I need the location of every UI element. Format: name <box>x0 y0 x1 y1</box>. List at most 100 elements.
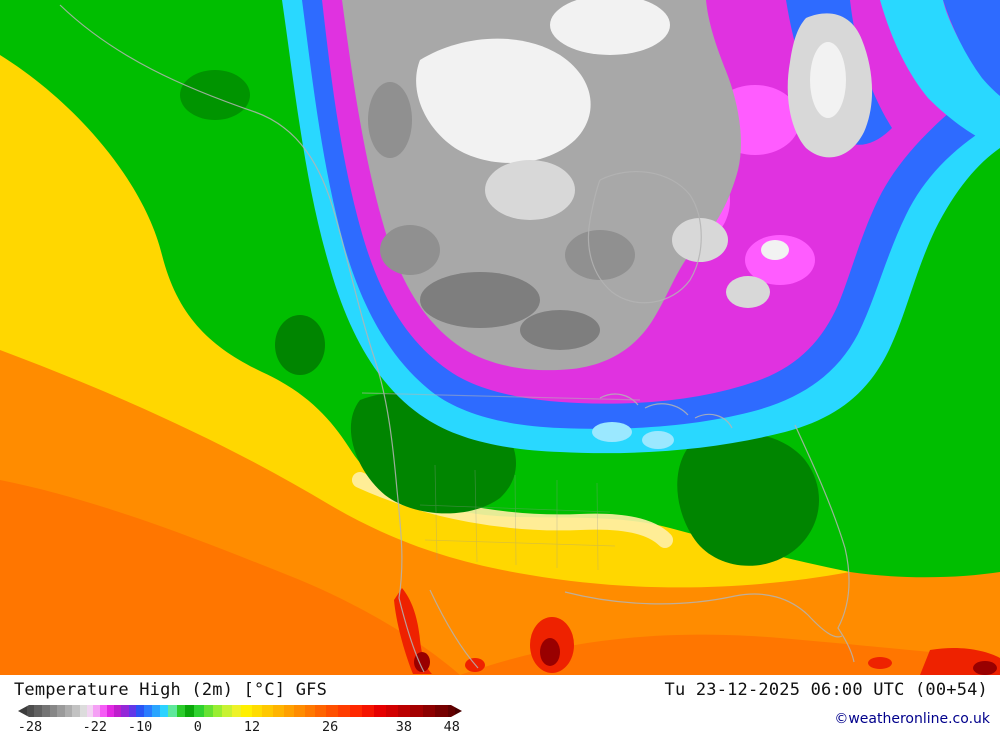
legend-segment <box>121 705 128 717</box>
legend-segment <box>160 705 168 717</box>
state-borders-horizontal <box>419 504 616 547</box>
legend-segment <box>435 705 447 717</box>
region-darkred-corner <box>973 661 997 675</box>
legend-bar <box>18 705 462 717</box>
legend-segment <box>185 705 194 717</box>
legend-segment <box>57 705 65 717</box>
legend-tick-label: 48 <box>443 719 460 735</box>
coastline-great-lakes <box>599 393 733 429</box>
legend-segment <box>27 705 35 717</box>
region-core-white-2 <box>550 0 670 55</box>
region-gray-island-3 <box>656 148 688 172</box>
region-red-baja <box>394 588 432 674</box>
region-dark-green-east-us <box>677 433 820 566</box>
legend-segment <box>362 705 374 717</box>
legend-segment <box>455 705 462 717</box>
region-deep-orange-southwest <box>0 480 460 675</box>
legend-segment <box>350 705 362 717</box>
legend-tick-label: -10 <box>127 719 153 735</box>
region-gray-island-1 <box>672 218 728 262</box>
region-core-mid-3 <box>565 230 635 280</box>
map-timestamp: Tu 23-12-2025 06:00 UTC (00+54) <box>664 680 988 700</box>
legend-segment <box>87 705 94 717</box>
legend-segment <box>129 705 136 717</box>
region-deep-orange-south <box>460 634 1000 675</box>
region-core-mid-1 <box>368 82 412 158</box>
coastline-west <box>59 4 425 673</box>
legend-segment <box>315 705 326 717</box>
region-core-dark-1 <box>420 272 540 328</box>
region-darkred-baja-tip <box>414 652 430 672</box>
legend-segment <box>18 705 27 717</box>
region-ne-cyan-band <box>880 0 1000 148</box>
legend-tick-label: -28 <box>17 719 43 735</box>
legend-segment <box>374 705 386 717</box>
coastlines <box>59 4 855 673</box>
region-dark-green-alaska <box>180 70 250 120</box>
legend-segment <box>168 705 176 717</box>
region-darkred-mexico-core <box>540 638 560 666</box>
region-ne-blue-corner <box>943 0 1000 96</box>
region-core-mid-2 <box>380 225 440 275</box>
legend-segment <box>50 705 58 717</box>
legend-segment <box>410 705 422 717</box>
legend-segment <box>144 705 152 717</box>
copyright-notice: ©weatheronline.co.uk <box>834 711 990 727</box>
region-core-light-1 <box>485 160 575 220</box>
legend-segment <box>262 705 273 717</box>
legend-tick-label: 12 <box>243 719 261 735</box>
region-lake-spot-2 <box>642 431 674 449</box>
legend-segment <box>398 705 410 717</box>
region-greenland-white-core <box>810 42 846 118</box>
state-borders <box>419 464 616 571</box>
legend-segment <box>338 705 350 717</box>
legend-segment <box>177 705 186 717</box>
legend-segment <box>93 705 100 717</box>
legend-segment <box>326 705 338 717</box>
region-core-dark-2 <box>520 310 600 350</box>
legend-tick-label: 0 <box>193 719 202 735</box>
legend-segment <box>136 705 144 717</box>
coastline-east <box>794 424 855 663</box>
legend-tick-label: -22 <box>82 719 107 735</box>
legend-segment <box>252 705 263 717</box>
region-core-white-1 <box>416 38 591 163</box>
legend-segment <box>222 705 231 717</box>
legend-segment <box>114 705 121 717</box>
legend-segment <box>305 705 316 717</box>
legend-segment <box>232 705 242 717</box>
coastline-hudson-bay <box>587 170 702 304</box>
legend-segment <box>152 705 160 717</box>
region-warm-cuba <box>761 643 829 655</box>
coastline-gulf-california <box>429 589 479 669</box>
legend-segment <box>241 705 251 717</box>
coastline-gulf-mexico <box>564 591 843 638</box>
legend-segment <box>448 705 455 717</box>
legend-ticks: -28 -22 -10 0 12 26 38 48 <box>17 719 462 735</box>
legend-segment <box>213 705 222 717</box>
map-footer: Temperature High (2m) [°C] GFS Tu 23-12-… <box>0 675 1000 735</box>
region-dark-green-bc-coast <box>275 315 325 375</box>
state-borders-vertical <box>434 464 599 571</box>
legend-segment <box>204 705 213 717</box>
legend-tick-label: 38 <box>395 719 412 735</box>
legend-segment <box>65 705 73 717</box>
region-red-spot-caribbean <box>868 657 892 669</box>
footer-text-row: Temperature High (2m) [°C] GFS Tu 23-12-… <box>0 675 1000 701</box>
legend-segment <box>284 705 295 717</box>
temperature-legend: -28 -22 -10 0 12 26 38 48 <box>17 705 462 735</box>
legend-segment <box>42 705 50 717</box>
legend-segment <box>273 705 284 717</box>
legend-segment <box>386 705 398 717</box>
legend-segment <box>34 705 42 717</box>
legend-segment <box>423 705 435 717</box>
legend-segment <box>100 705 107 717</box>
region-gray-island-2 <box>726 276 770 308</box>
temperature-map-svg <box>0 0 1000 675</box>
legend-segment <box>80 705 87 717</box>
legend-segment <box>194 705 203 717</box>
region-lake-spot-1 <box>592 422 632 442</box>
legend-segment <box>294 705 305 717</box>
legend-tick-label: 26 <box>321 719 339 735</box>
